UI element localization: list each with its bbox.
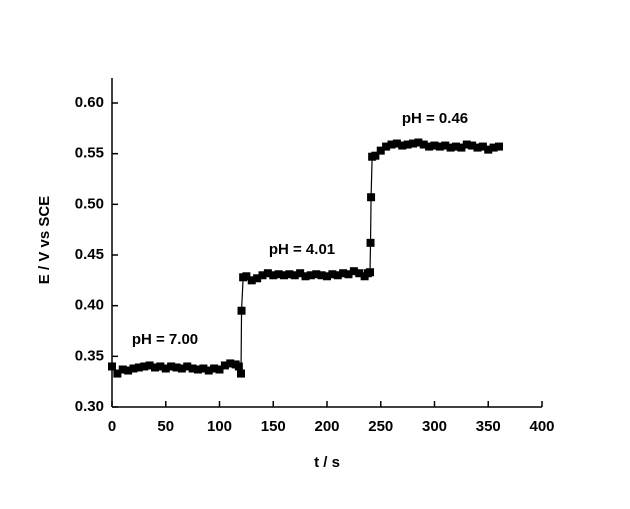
data-point (312, 270, 321, 279)
data-point (204, 366, 213, 375)
x-tick-label: 400 (529, 418, 554, 435)
data-point (301, 272, 310, 281)
data-point (161, 364, 170, 373)
data-point (290, 271, 299, 280)
data-point (263, 269, 272, 278)
data-point (242, 272, 251, 281)
data-point (441, 141, 450, 150)
data-point (419, 140, 428, 149)
x-axis-label: t / s (314, 454, 340, 471)
data-point (425, 142, 434, 151)
data-point (296, 269, 305, 278)
y-axis-label: E / V vs SCE (36, 196, 53, 284)
data-point (452, 142, 460, 151)
data-point (177, 364, 186, 373)
data-point (194, 365, 202, 374)
data-point (167, 362, 176, 371)
data-point (367, 193, 376, 202)
data-point (387, 140, 396, 149)
y-tick-label: 0.40 (75, 297, 104, 314)
data-point (462, 140, 471, 149)
data-point (446, 143, 455, 152)
x-tick-label: 350 (476, 418, 501, 435)
data-point (484, 145, 493, 154)
y-tick-label: 0.55 (75, 145, 104, 162)
x-tick-label: 50 (157, 418, 174, 435)
data-point (398, 141, 407, 150)
annotation: pH = 0.46 (402, 110, 468, 127)
data-point (145, 361, 154, 370)
data-point (172, 363, 181, 372)
data-point (108, 362, 116, 371)
data-point (371, 151, 380, 160)
y-tick-label: 0.50 (75, 195, 104, 212)
data-point (210, 364, 219, 373)
y-tick-label: 0.60 (75, 94, 104, 111)
data-point (495, 142, 503, 151)
data-point (156, 362, 165, 371)
data-point (468, 141, 477, 150)
data-point (237, 306, 246, 315)
data-point (274, 270, 283, 279)
data-point (215, 365, 224, 374)
y-tick-label: 0.35 (75, 347, 104, 364)
data-point (199, 364, 208, 373)
data-point (409, 139, 417, 148)
x-tick-label: 200 (314, 418, 339, 435)
data-point (220, 361, 229, 370)
data-point (306, 271, 315, 280)
data-point (269, 271, 278, 280)
data-point (118, 365, 127, 374)
data-point (473, 143, 482, 152)
data-point (328, 270, 337, 279)
data-point (234, 362, 243, 371)
data-point (489, 143, 498, 152)
y-tick-label: 0.30 (75, 398, 104, 415)
data-point (414, 138, 423, 147)
data-point (113, 369, 122, 378)
data-point (376, 146, 385, 155)
data-point (247, 276, 256, 285)
data-point (134, 363, 143, 372)
data-point (140, 362, 149, 371)
data-point (366, 238, 375, 247)
data-point (355, 269, 364, 278)
data-point (478, 142, 487, 151)
data-point (237, 369, 245, 378)
data-point (366, 268, 374, 277)
data-point (382, 142, 391, 151)
data-point (339, 269, 348, 278)
data-point (183, 362, 192, 371)
data-point (344, 270, 353, 279)
data-point (188, 364, 197, 373)
data-point (258, 271, 267, 280)
data-point (403, 140, 412, 149)
x-tick-label: 100 (207, 418, 232, 435)
data-point (124, 366, 133, 375)
x-tick-label: 150 (261, 418, 286, 435)
data-point (317, 271, 326, 280)
data-point (129, 364, 138, 373)
data-point (457, 143, 466, 152)
x-tick-label: 300 (422, 418, 447, 435)
data-point (349, 267, 358, 276)
data-point (392, 139, 401, 148)
y-tick-label: 0.45 (75, 246, 104, 263)
data-point (226, 359, 235, 368)
data-point (323, 272, 331, 281)
data-point (285, 270, 294, 279)
data-point (430, 141, 439, 150)
annotation: pH = 7.00 (132, 331, 198, 348)
annotation: pH = 4.01 (269, 241, 335, 258)
data-point (151, 363, 159, 372)
data-point (253, 274, 262, 283)
data-point (333, 271, 342, 280)
data-point (280, 271, 288, 280)
x-tick-label: 0 (108, 418, 116, 435)
x-tick-label: 250 (368, 418, 393, 435)
data-point (435, 142, 444, 151)
